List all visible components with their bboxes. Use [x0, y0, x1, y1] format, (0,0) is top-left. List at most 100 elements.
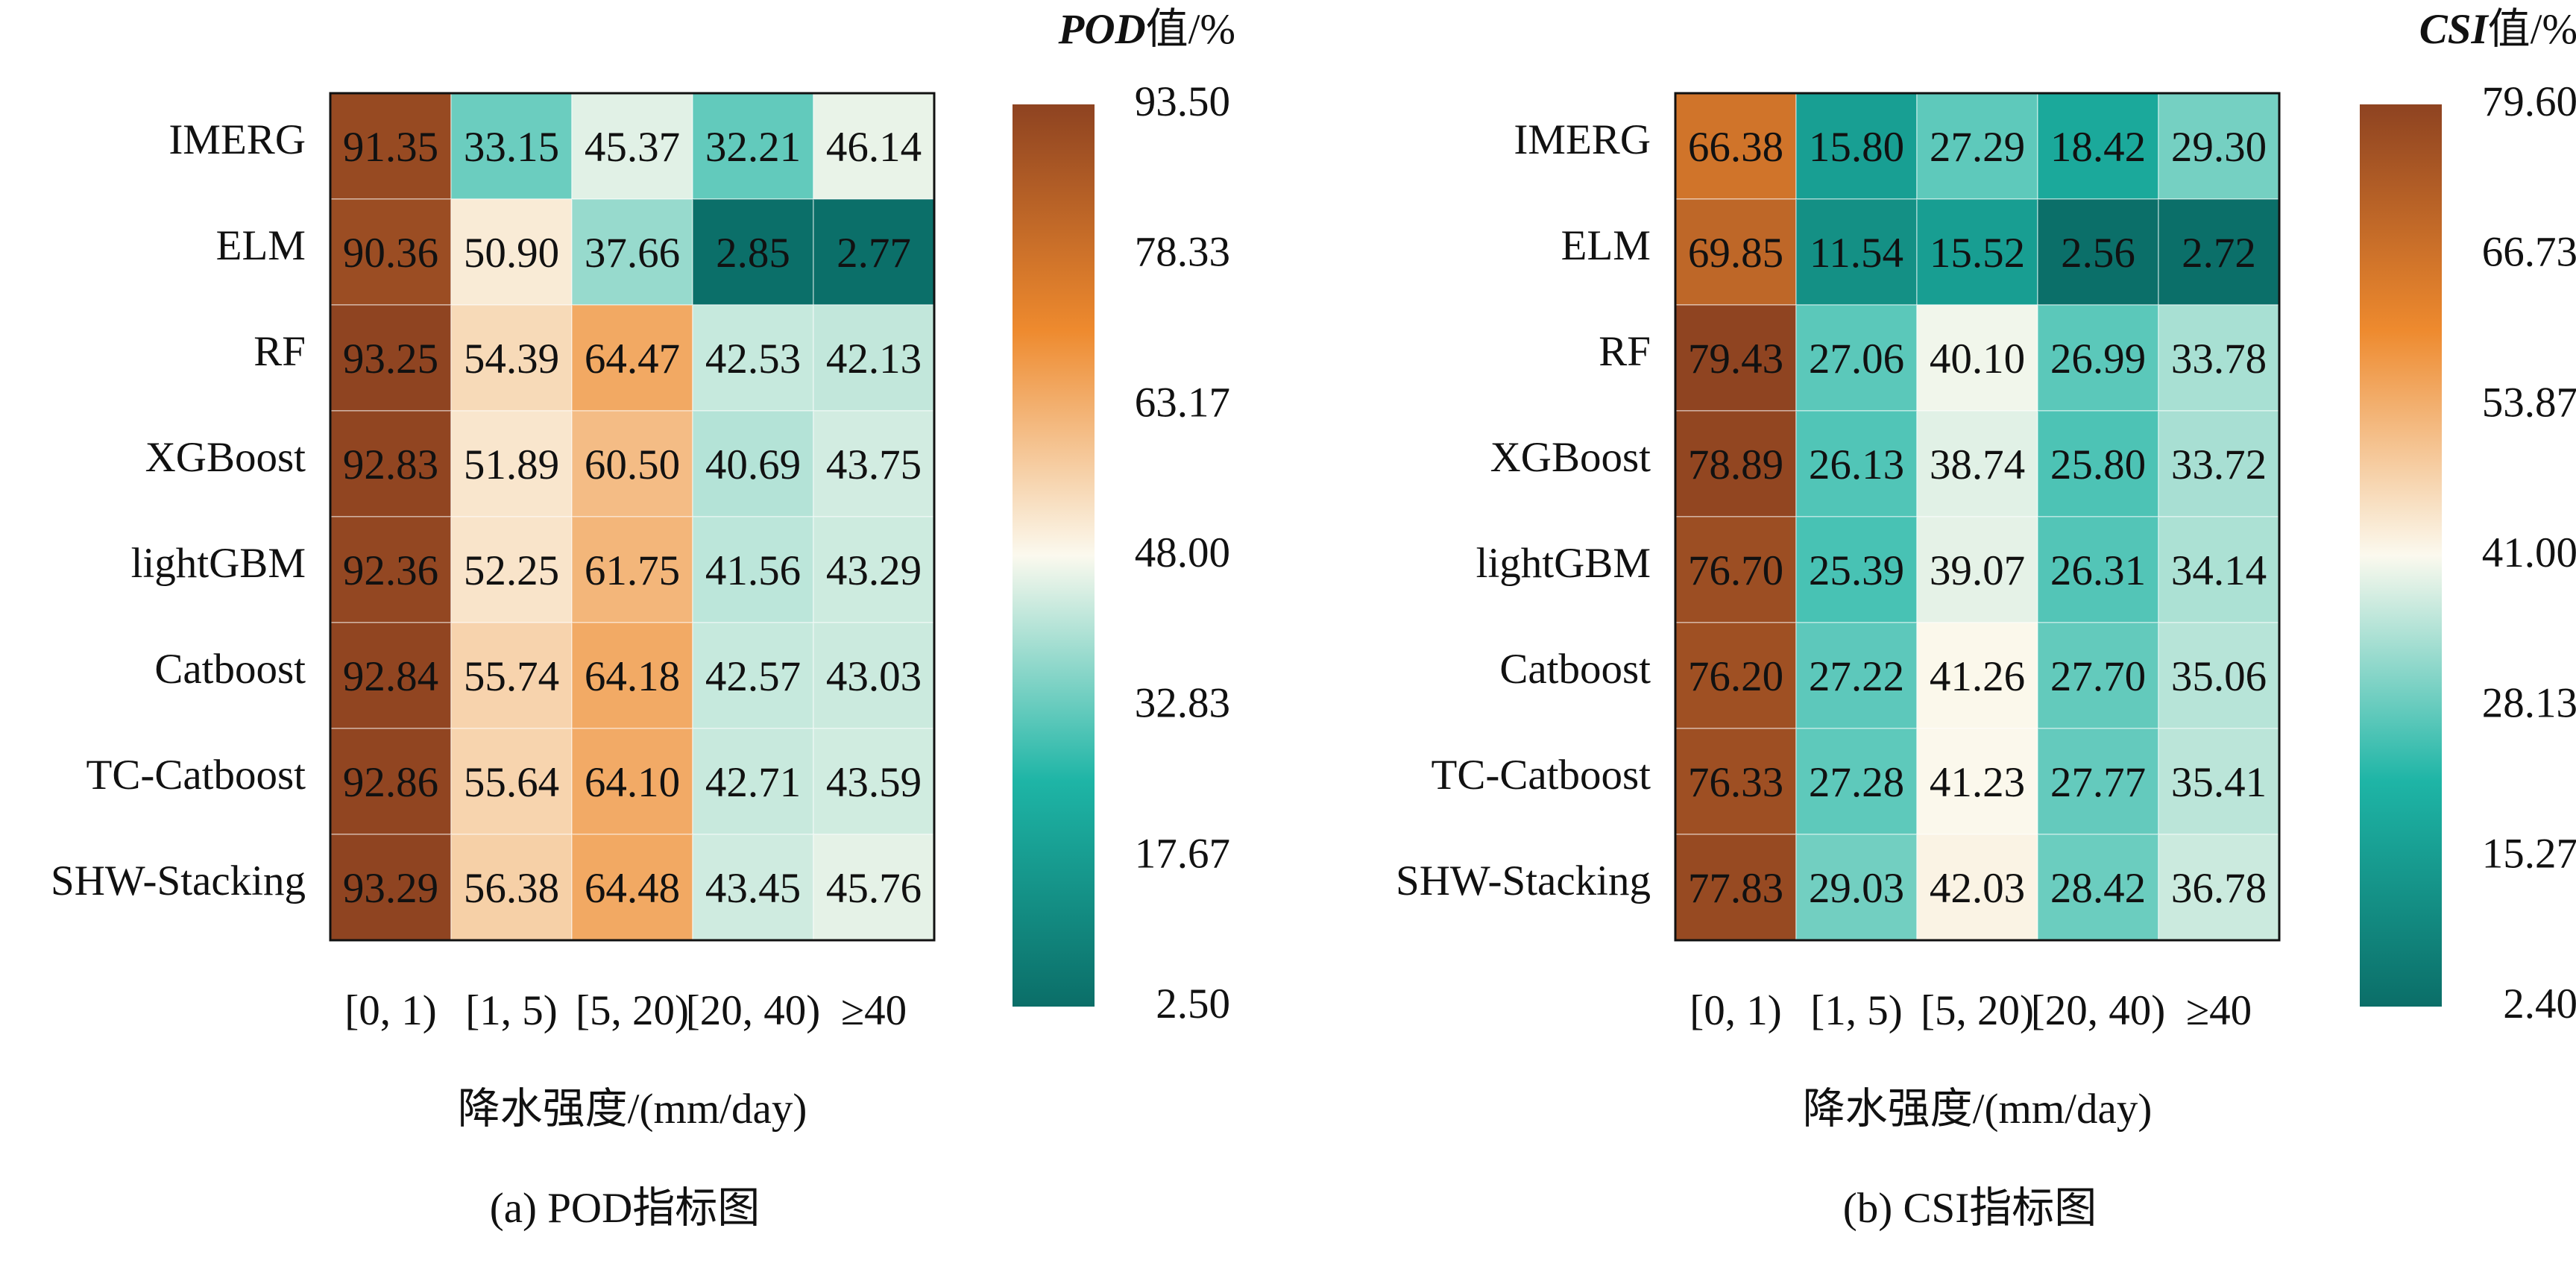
cell-value-label: 52.25 [464, 547, 559, 594]
cell-value-label: 45.37 [585, 124, 680, 171]
cell-value-label: 79.43 [1688, 336, 1783, 383]
heatmap-cell [1916, 728, 2038, 835]
heatmap-cell [813, 728, 935, 835]
cell-value-label: 25.80 [2050, 441, 2146, 488]
cell-value-label: 93.29 [343, 865, 438, 912]
heatmap-cell [1795, 622, 1918, 729]
cell-value-label: 27.22 [1809, 653, 1904, 700]
cell-value-label: 51.89 [464, 441, 559, 488]
row-label: TC-Catboost [86, 752, 306, 799]
row-label: Catboost [1499, 646, 1651, 693]
heatmap-cell [813, 410, 935, 517]
cell-value-label: 60.50 [585, 441, 680, 488]
cell-value-label: 27.28 [1809, 759, 1904, 806]
heatmap-cell [2158, 198, 2280, 306]
heatmap-cell [813, 516, 935, 623]
cell-value-label: 41.26 [1930, 653, 2025, 700]
column-label: [0, 1) [1689, 987, 1781, 1034]
column-label: ≥40 [2186, 987, 2252, 1034]
cell-value-label: 43.45 [705, 865, 801, 912]
heatmap-cell [2037, 92, 2159, 200]
cell-value-label: 11.54 [1810, 230, 1903, 277]
column-label: [20, 40) [686, 987, 820, 1034]
cell-value-label: 35.41 [2171, 759, 2267, 806]
cell-value-label: 42.13 [826, 336, 922, 383]
heatmap-cell [330, 728, 452, 835]
heatmap-cell [1916, 410, 2038, 517]
cell-value-label: 64.47 [585, 336, 680, 383]
cell-value-label: 40.69 [705, 441, 801, 488]
cell-value-label: 33.15 [464, 124, 559, 171]
row-label: SHW-Stacking [1396, 857, 1651, 904]
heatmap-cell [1795, 92, 1918, 200]
cell-value-label: 76.33 [1688, 759, 1783, 806]
cell-value-label: 37.66 [585, 230, 680, 277]
column-label: [5, 20) [576, 987, 689, 1034]
column-label: [0, 1) [344, 987, 436, 1034]
heatmap-cell [2037, 516, 2159, 623]
row-label: SHW-Stacking [51, 857, 306, 904]
cell-value-label: 2.72 [2182, 230, 2256, 277]
cell-value-label: 40.10 [1930, 336, 2025, 383]
row-label: IMERG [169, 116, 306, 163]
cell-value-label: 77.83 [1688, 865, 1783, 912]
colorbar-tick-label: 2.50 [1156, 980, 1230, 1027]
heatmap-cell [330, 198, 452, 306]
cell-value-label: 76.70 [1688, 547, 1783, 594]
cell-value-label: 28.42 [2050, 865, 2146, 912]
colorbar-tick-label: 15.27 [2482, 830, 2576, 877]
heatmap-cell [2037, 304, 2159, 412]
cell-value-label: 27.77 [2050, 759, 2146, 806]
heatmap-cell [692, 304, 814, 412]
cell-value-label: 27.06 [1809, 336, 1904, 383]
row-label: TC-Catboost [1432, 752, 1651, 799]
row-label: RF [253, 328, 306, 375]
heatmap-cell [571, 410, 693, 517]
colorbar-tick-label: 28.13 [2482, 680, 2576, 727]
cell-value-label: 90.36 [343, 230, 438, 277]
heatmap-cell [1916, 834, 2038, 941]
colorbar-tick-label: 53.87 [2482, 379, 2576, 426]
cell-value-label: 33.72 [2171, 441, 2267, 488]
grid-border [1674, 92, 2281, 942]
colorbar-tick-label: 32.83 [1135, 680, 1230, 727]
cell-value-label: 43.75 [826, 441, 922, 488]
cell-value-label: 64.18 [585, 653, 680, 700]
cell-value-label: 29.03 [1809, 865, 1904, 912]
heatmap-cell [1675, 410, 1797, 517]
colorbar-title: POD值/% [1058, 6, 1235, 53]
cell-value-label: 2.77 [837, 230, 911, 277]
heatmap-cell [692, 92, 814, 200]
cell-value-label: 26.13 [1809, 441, 1904, 488]
cell-value-label: 92.83 [343, 441, 438, 488]
cell-value-label: 27.70 [2050, 653, 2146, 700]
colorbar-tick-label: 17.67 [1135, 830, 1230, 877]
colorbar-tick-label: 63.17 [1135, 379, 1230, 426]
colorbar-title: CSI值/% [2419, 6, 2576, 53]
heatmap-cell [450, 92, 573, 200]
row-label: Catboost [154, 646, 306, 693]
cell-value-label: 18.42 [2050, 124, 2146, 171]
heatmap-cell [571, 516, 693, 623]
heatmap-cell [2158, 516, 2280, 623]
row-label: ELM [1561, 222, 1651, 269]
cell-value-label: 69.85 [1688, 230, 1783, 277]
cell-value-label: 64.10 [585, 759, 680, 806]
colorbar-tick-label: 93.50 [1135, 78, 1230, 125]
cell-value-label: 61.75 [585, 547, 680, 594]
cell-value-label: 42.03 [1930, 865, 2025, 912]
cell-value-label: 43.29 [826, 547, 922, 594]
heatmap-cell [450, 834, 573, 941]
cell-value-label: 66.38 [1688, 124, 1783, 171]
heatmap-cell [571, 304, 693, 412]
heatmap-cell [571, 198, 693, 306]
cell-value-label: 56.38 [464, 865, 559, 912]
heatmap-cell [330, 516, 452, 623]
cell-value-label: 15.80 [1809, 124, 1904, 171]
cell-value-label: 46.14 [826, 124, 922, 171]
heatmap-cell [813, 92, 935, 200]
row-label: XGBoost [145, 434, 306, 481]
heatmap-cell [2158, 304, 2280, 412]
pod-heatmap-panel: 91.35 33.15 45.37 32.21 46.14 90.36 50.90 37.66… [51, 6, 1235, 1232]
csi-heatmap-panel: 66.38 15.80 27.29 18.42 29.30 69.85 11.54 15.52… [1396, 6, 2576, 1232]
